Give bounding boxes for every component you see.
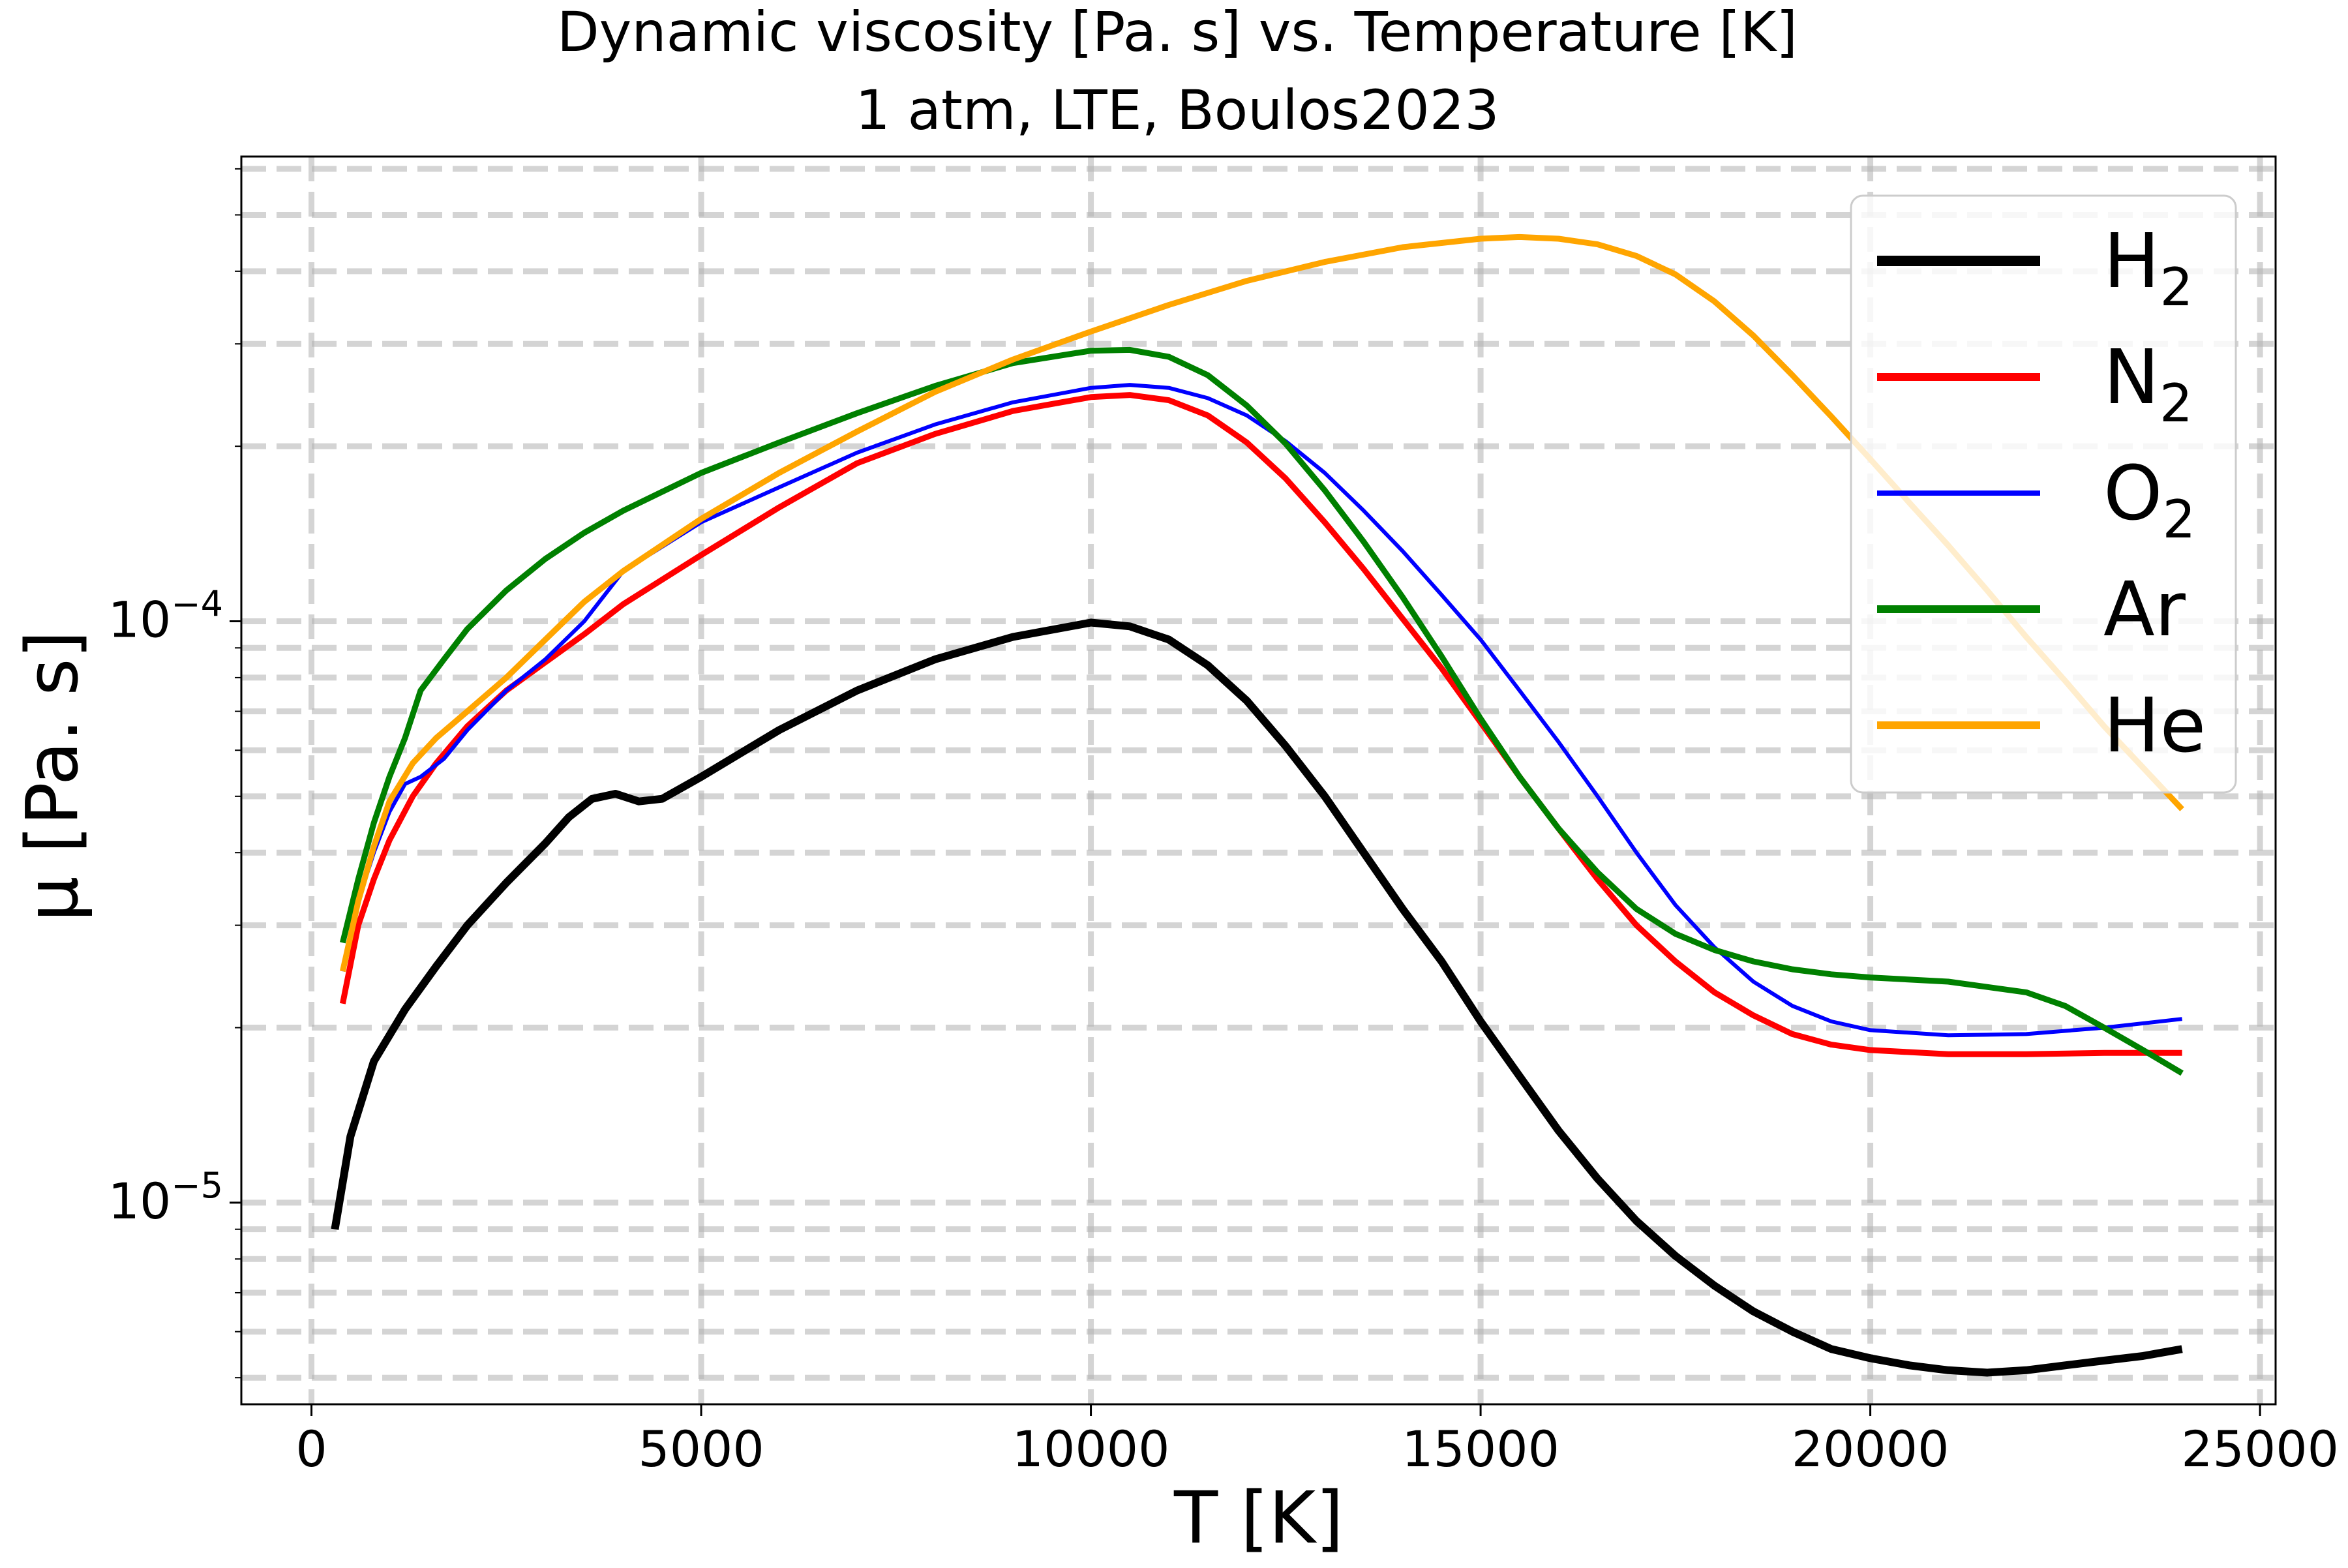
series-line-o2 xyxy=(340,383,2182,1038)
y-tick-label: 10−5 xyxy=(108,1165,223,1230)
y-axis-ticks: 10−510−4 xyxy=(108,168,241,1379)
legend-label-h2: H2 xyxy=(2103,218,2193,318)
legend-label-text: O xyxy=(2103,450,2163,537)
legend-label-text: He xyxy=(2103,682,2206,770)
x-tick-label: 20000 xyxy=(1792,1420,1949,1478)
y-tick-label-base: 10 xyxy=(108,1172,172,1230)
x-tick-label: 10000 xyxy=(1012,1420,1170,1478)
legend-label-text: Ar xyxy=(2103,566,2186,654)
y-tick-label-base: 10 xyxy=(108,591,172,649)
series-line-h2 xyxy=(331,618,2183,1377)
legend-label-he: He xyxy=(2103,682,2206,770)
legend-label-ar: Ar xyxy=(2103,566,2186,654)
x-tick-label: 15000 xyxy=(1402,1420,1559,1478)
x-axis-label: T [K] xyxy=(1173,1476,1344,1560)
legend-label-subscript: 2 xyxy=(2160,257,2193,318)
legend-label-text: N xyxy=(2103,334,2160,421)
x-tick-label: 0 xyxy=(295,1420,327,1478)
legend-label-o2: O2 xyxy=(2103,450,2195,550)
series-line-ar xyxy=(340,346,2184,1076)
y-tick-label: 10−4 xyxy=(108,584,223,649)
chart-title-line2: 1 atm, LTE, Boulos2023 xyxy=(855,78,1499,142)
chart-title-line1: Dynamic viscosity [Pa. s] vs. Temperatur… xyxy=(557,0,1798,64)
legend-label-n2: N2 xyxy=(2103,334,2193,434)
legend-box xyxy=(1850,194,2237,794)
legend-label-subscript: 2 xyxy=(2160,373,2193,434)
x-axis-ticks: 0 5000 10000 15000 20000 25000 xyxy=(295,1404,2339,1478)
plot-frame xyxy=(240,155,2277,1406)
x-tick-label: 5000 xyxy=(638,1420,764,1478)
x-tick-label: 25000 xyxy=(2181,1420,2339,1478)
y-tick-label-exponent: −4 xyxy=(171,584,223,625)
legend-label-text: H xyxy=(2103,218,2160,305)
legend-label-subscript: 2 xyxy=(2163,489,2196,550)
y-axis-label: μ [Pa. s] xyxy=(10,631,94,922)
y-tick-label-exponent: −5 xyxy=(171,1165,223,1206)
